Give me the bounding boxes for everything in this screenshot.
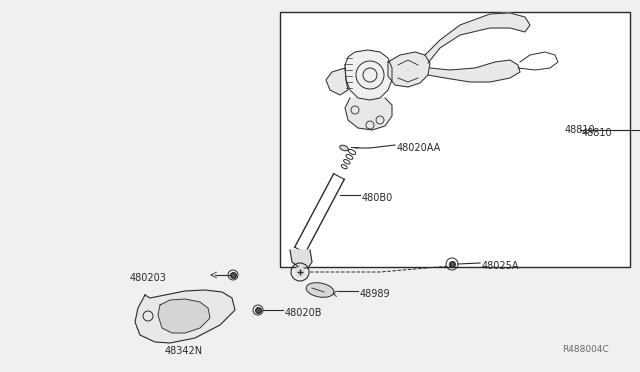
Polygon shape bbox=[135, 290, 235, 343]
Polygon shape bbox=[345, 98, 392, 130]
Text: 48342N: 48342N bbox=[165, 346, 203, 356]
Ellipse shape bbox=[348, 150, 356, 155]
Polygon shape bbox=[428, 60, 520, 82]
Polygon shape bbox=[326, 68, 348, 95]
Text: R488004C: R488004C bbox=[562, 345, 609, 354]
Ellipse shape bbox=[341, 164, 347, 169]
Text: 48020AA: 48020AA bbox=[397, 143, 441, 153]
Text: 48810: 48810 bbox=[565, 125, 596, 135]
Polygon shape bbox=[425, 13, 530, 63]
Ellipse shape bbox=[344, 160, 350, 164]
Polygon shape bbox=[345, 50, 392, 100]
Text: 480B0: 480B0 bbox=[362, 193, 393, 203]
Circle shape bbox=[295, 267, 305, 277]
Text: 480203: 480203 bbox=[130, 273, 167, 283]
Polygon shape bbox=[290, 250, 312, 268]
Text: 48810: 48810 bbox=[582, 128, 612, 138]
Text: 48020B: 48020B bbox=[285, 308, 323, 318]
Bar bbox=[280, 12, 630, 267]
Ellipse shape bbox=[340, 145, 348, 151]
Polygon shape bbox=[158, 299, 210, 333]
Ellipse shape bbox=[306, 283, 334, 297]
Ellipse shape bbox=[346, 154, 353, 159]
Text: 48989: 48989 bbox=[360, 289, 390, 299]
Polygon shape bbox=[388, 52, 430, 87]
Text: 48025A: 48025A bbox=[482, 261, 520, 271]
